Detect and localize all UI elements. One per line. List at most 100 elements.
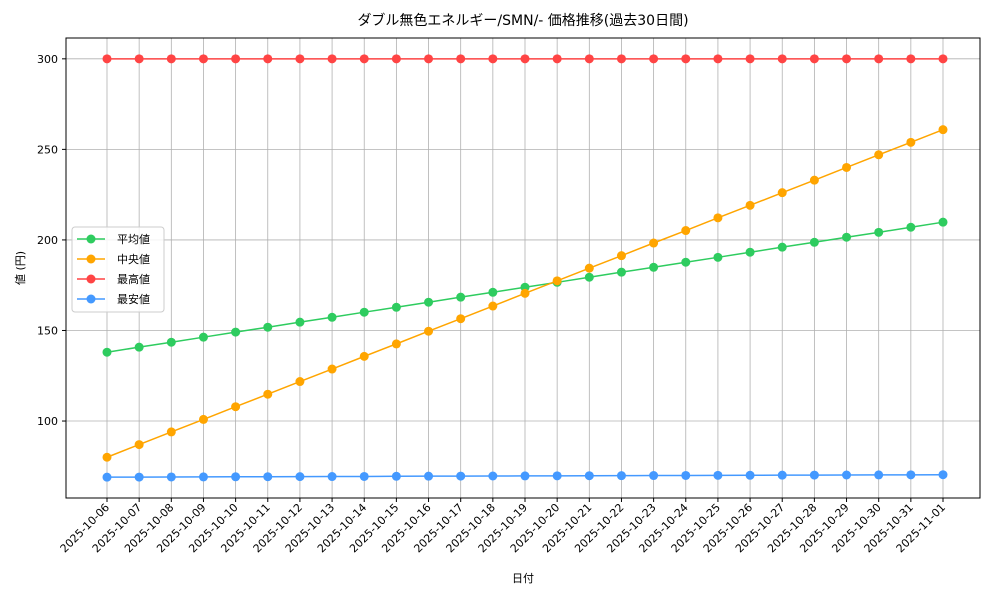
data-point: [649, 54, 659, 64]
data-point: [391, 302, 401, 312]
data-point: [584, 272, 594, 282]
data-point: [777, 242, 787, 252]
data-point: [520, 288, 530, 298]
y-tick-label: 200: [37, 234, 58, 247]
data-point: [713, 213, 723, 223]
data-point: [198, 472, 208, 482]
legend-marker: [86, 254, 96, 264]
legend-label: 中央値: [117, 253, 150, 266]
data-point: [263, 54, 273, 64]
y-tick-label: 250: [37, 143, 58, 156]
data-point: [327, 54, 337, 64]
data-point: [102, 347, 112, 357]
data-point: [552, 54, 562, 64]
data-point: [809, 470, 819, 480]
data-point: [327, 312, 337, 322]
data-point: [906, 470, 916, 480]
data-point: [295, 54, 305, 64]
data-point: [520, 54, 530, 64]
data-point: [713, 54, 723, 64]
data-point: [263, 389, 273, 399]
legend-marker: [86, 294, 96, 304]
data-point: [809, 237, 819, 247]
data-point: [488, 287, 498, 297]
data-point: [488, 54, 498, 64]
data-point: [102, 54, 112, 64]
data-point: [456, 471, 466, 481]
data-point: [938, 54, 948, 64]
data-point: [552, 471, 562, 481]
data-point: [842, 162, 852, 172]
data-point: [906, 222, 916, 232]
data-point: [166, 472, 176, 482]
data-point: [327, 364, 337, 374]
data-point: [134, 54, 144, 64]
data-point: [424, 326, 434, 336]
data-point: [681, 257, 691, 267]
data-point: [713, 470, 723, 480]
y-tick-label: 300: [37, 53, 58, 66]
data-point: [777, 54, 787, 64]
data-point: [520, 471, 530, 481]
data-point: [681, 226, 691, 236]
legend-label: 最高値: [117, 272, 150, 286]
legend-label: 平均値: [117, 233, 150, 246]
legend-box: [71, 226, 165, 313]
data-point: [777, 470, 787, 480]
data-point: [391, 471, 401, 481]
data-point: [938, 125, 948, 135]
data-point: [520, 282, 530, 292]
data-point: [327, 472, 337, 482]
data-point: [681, 470, 691, 480]
data-point: [842, 54, 852, 64]
legend-marker: [86, 234, 96, 244]
data-point: [424, 54, 434, 64]
data-point: [166, 427, 176, 437]
data-point: [874, 54, 884, 64]
data-point: [874, 470, 884, 480]
data-point: [456, 314, 466, 324]
data-point: [166, 337, 176, 347]
data-point: [745, 54, 755, 64]
data-point: [874, 150, 884, 160]
data-point: [745, 247, 755, 257]
data-point: [842, 232, 852, 242]
data-point: [295, 377, 305, 387]
data-point: [745, 200, 755, 210]
data-point: [263, 472, 273, 482]
data-point: [809, 54, 819, 64]
data-point: [938, 217, 948, 227]
x-axis-label: 日付: [512, 572, 534, 585]
data-point: [134, 342, 144, 352]
y-axis-label: 値 (円): [14, 251, 27, 285]
data-point: [231, 402, 241, 412]
legend-label: 最安値: [117, 292, 150, 306]
data-point: [616, 267, 626, 277]
data-point: [359, 351, 369, 361]
data-point: [906, 137, 916, 147]
data-point: [456, 54, 466, 64]
data-point: [809, 175, 819, 185]
data-point: [263, 322, 273, 332]
data-point: [198, 332, 208, 342]
data-point: [713, 252, 723, 262]
data-point: [616, 251, 626, 261]
data-point: [649, 262, 659, 272]
data-point: [359, 471, 369, 481]
data-point: [391, 339, 401, 349]
data-point: [616, 54, 626, 64]
data-point: [198, 414, 208, 424]
data-point: [649, 471, 659, 481]
chart-title: ダブル無色エネルギー/SMN/- 価格推移(過去30日間): [357, 12, 688, 29]
data-point: [198, 54, 208, 64]
data-point: [359, 307, 369, 317]
data-point: [166, 54, 176, 64]
data-point: [681, 54, 691, 64]
plot-frame: [65, 37, 981, 499]
y-tick-label: 150: [37, 324, 58, 337]
data-point: [231, 472, 241, 482]
data-point: [745, 470, 755, 480]
data-point: [391, 54, 401, 64]
